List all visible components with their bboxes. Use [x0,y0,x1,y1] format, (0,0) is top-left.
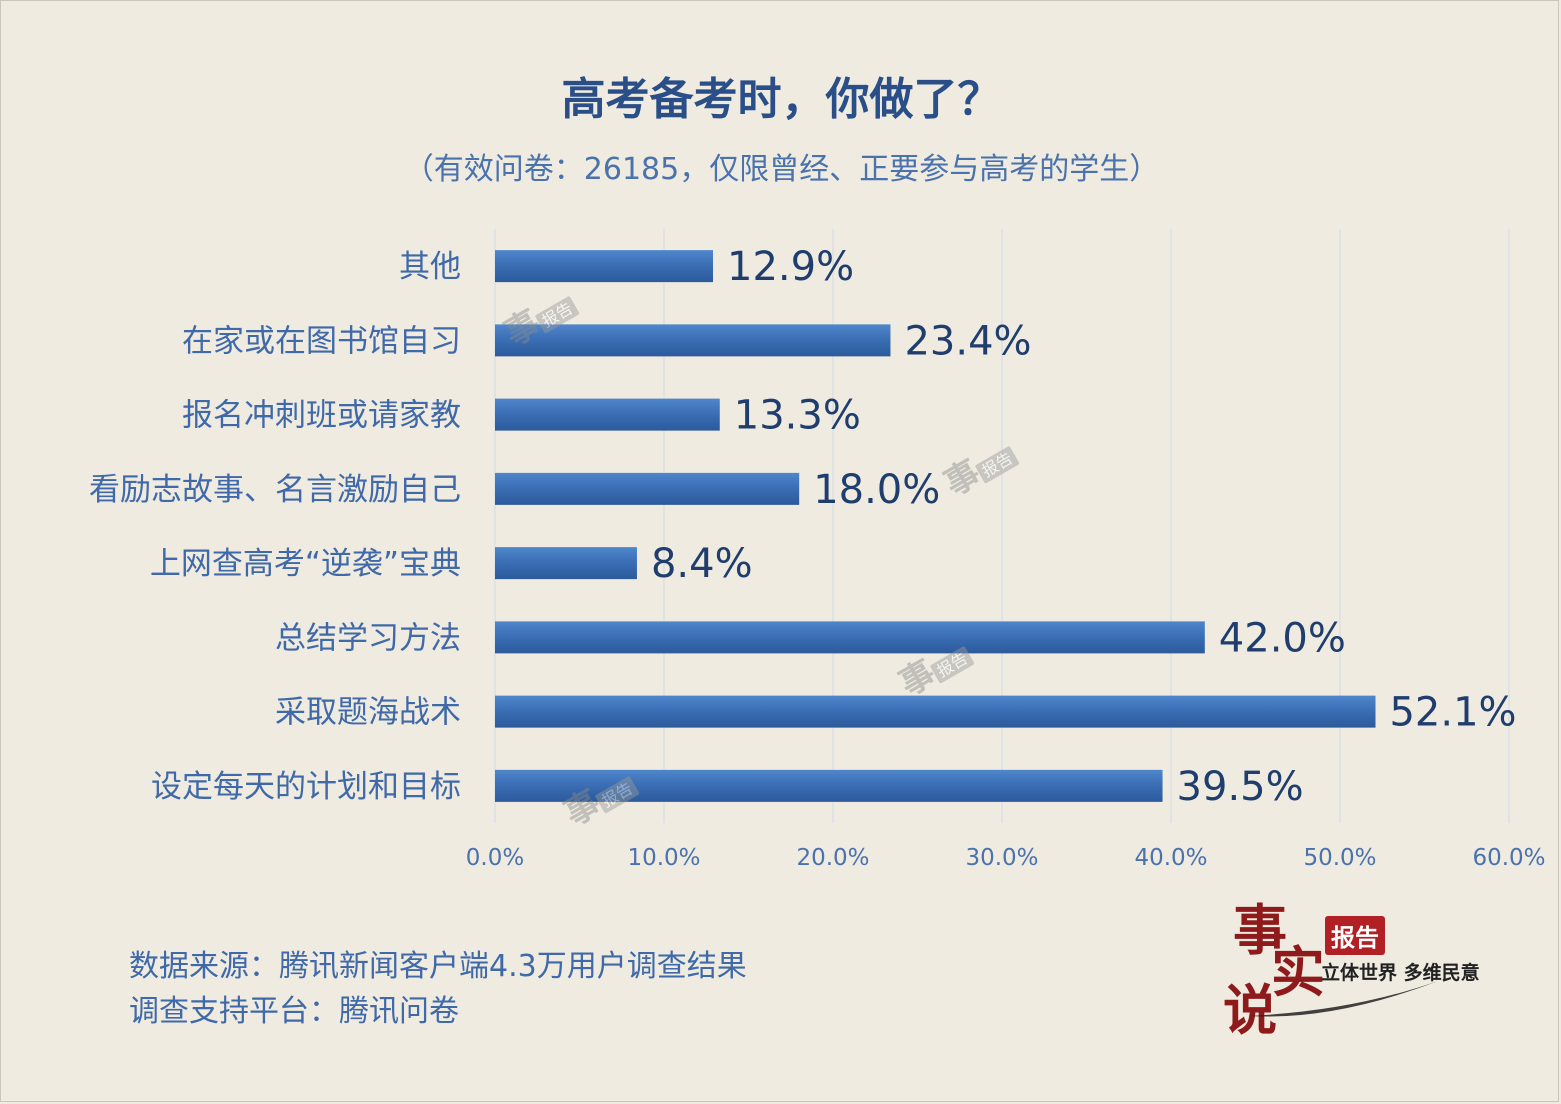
value-label: 52.1% [1389,690,1516,736]
logo-char: 说 [1223,978,1277,1042]
value-label: 18.0% [813,467,940,513]
bar [495,472,800,505]
value-label: 42.0% [1219,615,1346,661]
logo-char: 实 [1271,940,1325,1004]
bar [495,769,1163,802]
category-label: 采取题海战术 [275,695,461,731]
x-tick-label: 0.0% [466,845,524,871]
x-tick-label: 40.0% [1134,845,1207,871]
brush-swoosh-icon [1248,981,1438,1017]
category-label: 其他 [399,249,461,285]
x-tick-label: 20.0% [796,845,869,871]
bar [495,547,637,580]
x-tick-label: 30.0% [965,845,1038,871]
chart-subtitle: （有效问卷：26185，仅限曾经、正要参与高考的学生） [403,152,1160,187]
bar-chart: 0.0% 10.0% 20.0% 30.0% 40.0% 50.0% 60.0% 其他 12.9… [89,229,1546,871]
logo-badge: 报告 [1325,916,1385,955]
platform-note: 调查支持平台：腾讯问卷 [129,994,459,1029]
value-label: 39.5% [1177,764,1304,810]
bar [495,250,714,283]
x-tick-label: 60.0% [1472,845,1545,871]
value-label: 23.4% [904,318,1031,364]
x-tick-label: 50.0% [1303,845,1376,871]
value-label: 13.3% [734,393,861,439]
category-label: 上网查高考“逆袭”宝典 [150,546,461,582]
value-label: 12.9% [727,244,854,290]
category-label: 设定每天的计划和目标 [151,769,461,805]
x-tick-label: 10.0% [627,845,700,871]
logo-char: 事 [1233,898,1287,962]
source-note: 数据来源：腾讯新闻客户端4.3万用户调查结果 [129,949,747,984]
bar [495,621,1205,654]
category-label: 看励志故事、名言激励自己 [89,472,461,508]
category-label: 报名冲刺班或请家教 [182,398,461,434]
bar [495,695,1376,728]
logo-tagline: 立体世界 多维民意 [1321,962,1480,984]
category-label: 在家或在图书馆自习 [182,323,461,359]
category-label: 总结学习方法 [275,620,461,656]
value-label: 8.4% [651,541,753,587]
chart-title: 高考备考时，你做了？ [561,74,1002,125]
bar [495,398,720,431]
brand-logo: 事 实 说 报告 立体世界 多维民意 [1223,886,1503,1042]
bar [495,324,891,357]
